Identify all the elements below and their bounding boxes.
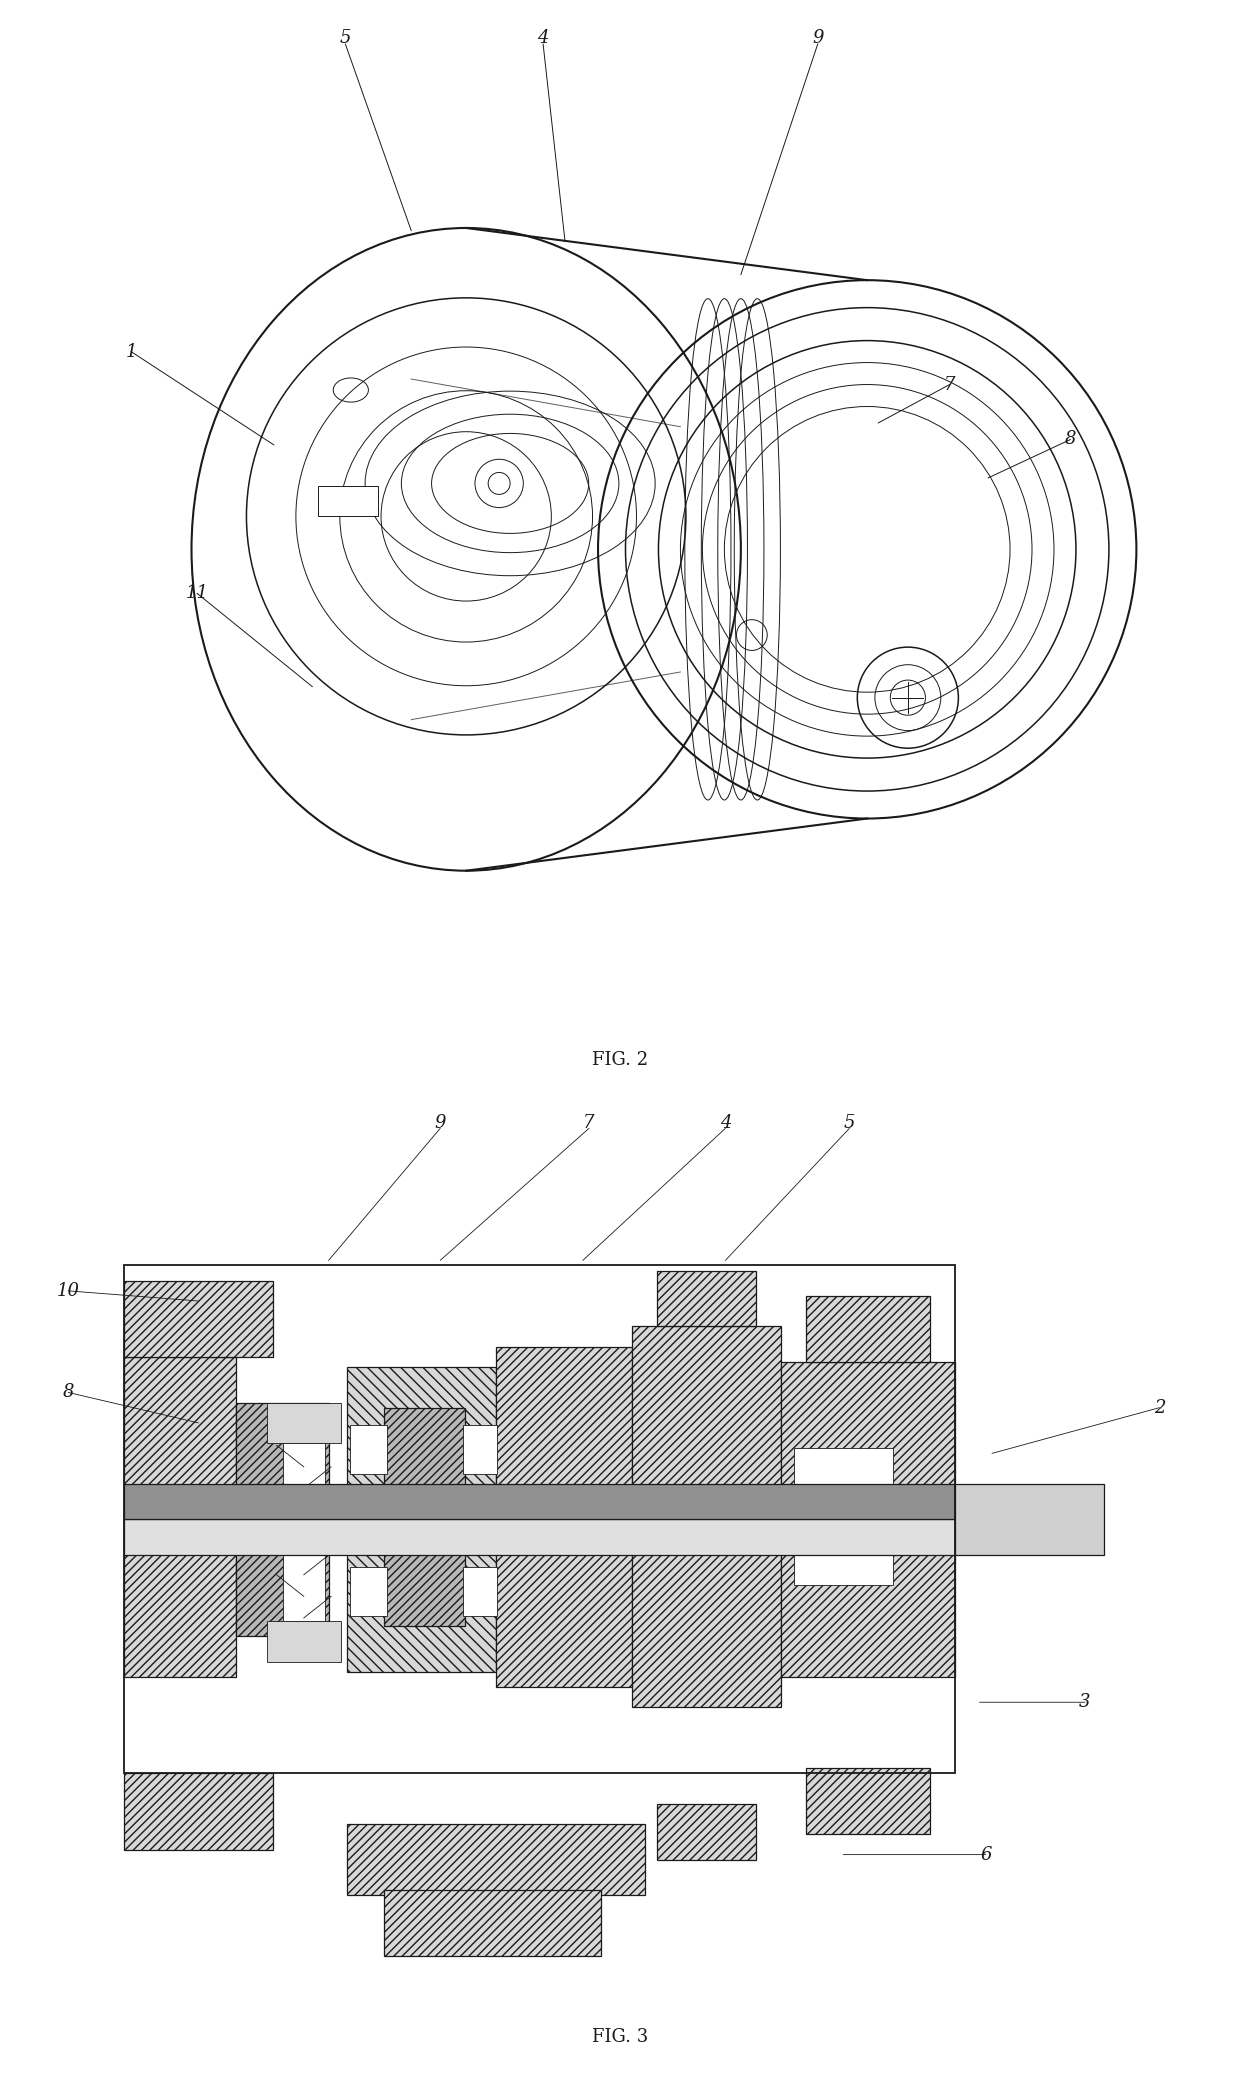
Bar bbox=[657, 1804, 756, 1859]
Bar bbox=[463, 1497, 497, 1544]
Text: 5: 5 bbox=[843, 1115, 856, 1132]
Text: FIG. 3: FIG. 3 bbox=[591, 2029, 649, 2046]
Text: 7: 7 bbox=[583, 1115, 595, 1132]
Bar bbox=[384, 1891, 601, 1957]
Text: 9: 9 bbox=[434, 1115, 446, 1132]
Text: 3: 3 bbox=[1079, 1694, 1091, 1710]
Bar bbox=[794, 1449, 893, 1586]
Bar bbox=[347, 1366, 496, 1671]
Text: 6: 6 bbox=[980, 1845, 992, 1864]
Bar bbox=[350, 1497, 387, 1544]
Bar bbox=[384, 1408, 465, 1625]
Bar bbox=[806, 1768, 930, 1835]
Bar bbox=[267, 1621, 341, 1663]
Text: 11: 11 bbox=[186, 585, 208, 603]
Text: 8: 8 bbox=[62, 1383, 74, 1401]
Bar bbox=[124, 1281, 273, 1358]
Bar bbox=[632, 1327, 781, 1708]
Bar bbox=[463, 1567, 497, 1617]
Text: 2: 2 bbox=[1153, 1399, 1166, 1416]
Bar bbox=[124, 1265, 955, 1772]
Bar bbox=[781, 1362, 955, 1677]
Bar bbox=[350, 1424, 387, 1474]
Bar bbox=[124, 1358, 236, 1677]
Text: 1: 1 bbox=[125, 342, 136, 361]
Bar bbox=[317, 485, 378, 516]
Text: 4: 4 bbox=[537, 29, 549, 48]
Bar bbox=[236, 1403, 329, 1636]
Bar bbox=[463, 1424, 497, 1474]
Bar bbox=[124, 1484, 955, 1520]
Bar bbox=[350, 1567, 387, 1617]
Bar bbox=[124, 1520, 955, 1555]
Bar bbox=[496, 1347, 632, 1687]
Bar bbox=[657, 1271, 756, 1327]
Text: FIG. 2: FIG. 2 bbox=[591, 1051, 649, 1070]
Text: 10: 10 bbox=[57, 1281, 79, 1300]
Bar bbox=[806, 1296, 930, 1362]
Text: 4: 4 bbox=[719, 1115, 732, 1132]
Bar bbox=[955, 1484, 1104, 1555]
Text: 9: 9 bbox=[812, 29, 823, 48]
Bar bbox=[283, 1443, 325, 1621]
Bar bbox=[347, 1824, 645, 1895]
Bar bbox=[124, 1772, 273, 1849]
Text: 5: 5 bbox=[340, 29, 351, 48]
Text: 8: 8 bbox=[1065, 431, 1076, 448]
Text: 7: 7 bbox=[944, 375, 955, 394]
Bar bbox=[267, 1403, 341, 1443]
